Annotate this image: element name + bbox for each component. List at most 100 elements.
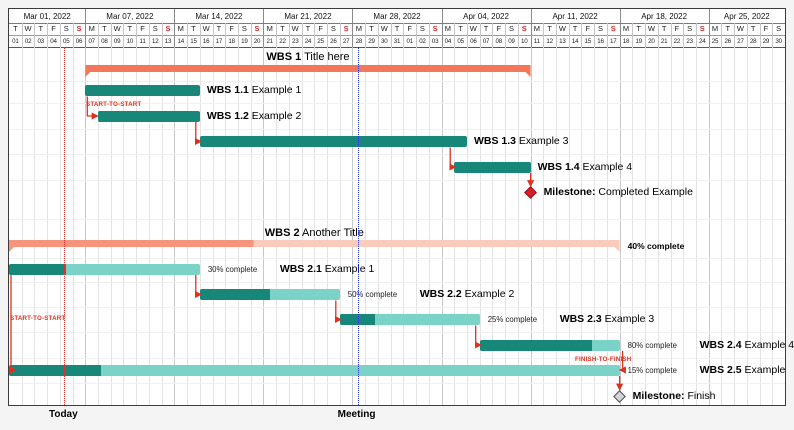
grid-line: [327, 47, 329, 405]
day-number: 03: [431, 38, 439, 45]
day-number: 26: [724, 38, 731, 45]
grid-line: [288, 47, 290, 405]
group-bar: [85, 65, 530, 77]
day-number: 05: [62, 38, 70, 45]
grid-line: [187, 47, 189, 405]
grid-line: [581, 47, 583, 405]
task-label-bold: WBS 1.1: [206, 84, 249, 96]
group-title: WBS 1 Title here: [85, 51, 530, 63]
week-separator: [619, 9, 621, 47]
task-bar: [9, 364, 620, 376]
day-letter: F: [318, 24, 323, 33]
milestone-diamond: [613, 389, 626, 403]
task-progress-label: 25% complete: [487, 315, 538, 324]
task-bar: [85, 85, 200, 96]
day-letter: S: [699, 24, 705, 33]
grid-line: [276, 47, 278, 405]
day-letter: F: [674, 24, 680, 33]
day-letter: S: [432, 24, 438, 33]
header-day-separator: [721, 23, 723, 47]
header-day-separator: [403, 23, 405, 47]
day-letter: S: [687, 24, 693, 33]
link-label: FINISH-TO-FINISH: [575, 356, 632, 363]
task-label-bold: WBS 1.4: [537, 160, 580, 173]
today-line: [64, 47, 66, 405]
grid-line: [365, 47, 367, 405]
header-day-separator: [657, 23, 659, 47]
task-progress-bar: [479, 339, 592, 351]
header-day-separator: [199, 23, 201, 47]
grid-line: [174, 47, 176, 405]
task-label: WBS 2.5 Example: [700, 364, 786, 376]
grid-line: [123, 47, 125, 405]
task-progress-label: 15% complete: [627, 365, 678, 375]
day-letter: T: [725, 24, 731, 33]
day-number: 15: [190, 38, 197, 45]
grid-line: [301, 47, 303, 405]
group-title-bold: WBS 2: [264, 227, 300, 239]
header-day-separator: [466, 23, 468, 47]
header-day-separator: [250, 23, 252, 47]
day-letter: S: [343, 24, 349, 33]
week-separator: [708, 9, 710, 47]
header-day-separator: [212, 23, 214, 47]
header-day-separator: [759, 23, 761, 47]
day-number: 11: [533, 38, 540, 45]
row-line: [9, 357, 785, 359]
task-label-text: Example 1: [321, 262, 375, 275]
day-letter: F: [51, 24, 56, 33]
grid-line: [21, 47, 23, 405]
day-letter: M: [444, 24, 451, 33]
header-day-separator: [772, 23, 774, 47]
day-number: 22: [673, 38, 681, 45]
day-number: 30: [775, 38, 782, 45]
day-number: 01: [406, 38, 413, 45]
day-letter: T: [483, 24, 489, 33]
day-number: 19: [241, 38, 248, 45]
day-letter: M: [622, 24, 630, 33]
header-day-separator: [377, 23, 379, 47]
grid-line: [250, 47, 252, 405]
task-label: WBS 2.3 Example 3: [560, 314, 655, 325]
task-label-bold: WBS 2.3: [559, 313, 602, 325]
day-number: 10: [520, 38, 528, 45]
grid-line: [683, 47, 685, 405]
header-day-separator: [110, 23, 112, 47]
header-day-separator: [59, 23, 61, 47]
grid-line: [708, 47, 710, 405]
row-line: [9, 383, 785, 384]
day-number: 25: [317, 38, 324, 45]
link-label: START-TO-START: [10, 315, 66, 322]
grid-line: [98, 47, 100, 405]
grid-line: [161, 47, 163, 405]
day-letter: T: [547, 24, 552, 33]
day-letter: W: [291, 24, 299, 33]
dependency-link: [9, 275, 17, 374]
grid-line: [734, 47, 736, 405]
header-day-separator: [21, 23, 23, 47]
day-number: 30: [381, 38, 388, 45]
header-day-separator: [568, 23, 570, 47]
grid-line: [466, 47, 468, 405]
grid-line: [695, 47, 697, 405]
grid-line: [479, 47, 481, 405]
task-progress-bar: [199, 289, 270, 300]
header-day-separator: [161, 23, 163, 47]
day-number: 21: [266, 38, 274, 45]
group-title-text: Another Title: [299, 227, 364, 239]
day-letter: W: [113, 24, 121, 33]
day-number: 24: [304, 38, 312, 45]
task-label-bold: WBS 1.3: [473, 135, 516, 147]
day-letter: S: [63, 24, 69, 33]
day-letter: T: [369, 24, 374, 33]
day-letter: S: [241, 24, 247, 33]
day-letter: F: [763, 24, 769, 33]
header-day-separator: [288, 23, 290, 47]
task-bar: [98, 110, 200, 122]
task-label: WBS 1.3 Example 3: [474, 136, 569, 147]
header-day-separator: [98, 23, 100, 47]
week-label: Apr 18, 2022: [641, 12, 688, 21]
task-bar: [339, 314, 480, 325]
day-letter: T: [572, 24, 578, 33]
